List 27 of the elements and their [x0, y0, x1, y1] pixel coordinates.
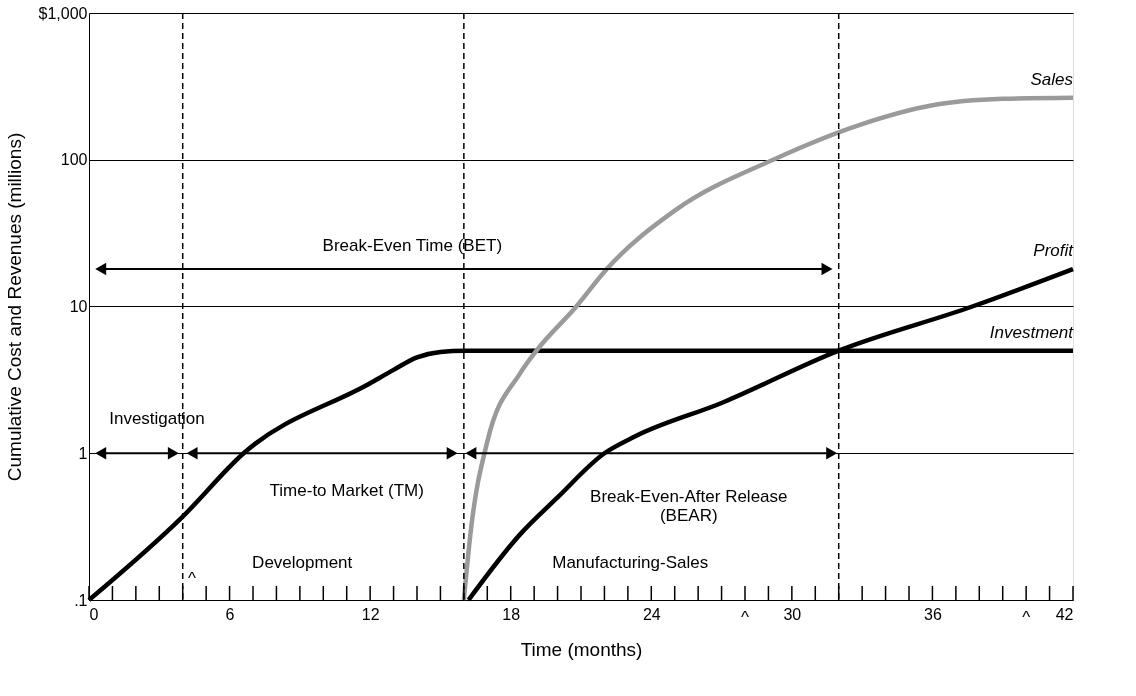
x-tick-label: 12 [361, 605, 380, 623]
annotation: Break-Even-After Release (BEAR) [590, 487, 788, 526]
series-label: Investment [989, 322, 1075, 342]
y-axis-title: Cumulative Cost and Revenues (millions) [3, 132, 25, 482]
y-tick-label: $1,000 [38, 4, 88, 22]
annotation: Time-to Market (TM) [269, 481, 424, 501]
x-axis-title: Time (months) [520, 638, 643, 660]
text: ^ [1022, 608, 1031, 627]
series-label: Profit [1033, 241, 1075, 261]
y-tick-label: 1 [78, 444, 88, 462]
x-tick-label: 42 [1055, 605, 1074, 623]
y-tick-label: 10 [69, 298, 88, 315]
y-tick-label: .1 [74, 591, 88, 609]
text: ^ [741, 608, 750, 627]
x-tick-label: 36 [924, 605, 942, 623]
x-tick-label: 0 [89, 605, 99, 623]
annotation: Investigation [109, 409, 205, 429]
annotation: Development [252, 552, 353, 572]
x-tick-label: 30 [783, 605, 802, 623]
x-tick-label: 18 [502, 605, 521, 623]
x-tick-label: 6 [225, 605, 235, 623]
x-tick-label: 24 [642, 605, 661, 623]
annotation: ^ [188, 568, 197, 588]
annotation: Break-Even Time (BET) [322, 235, 503, 255]
annotation: Manufacturing-Sales [552, 552, 709, 572]
y-tick-label: 100 [60, 151, 88, 169]
series-label: Sales [1030, 69, 1074, 89]
